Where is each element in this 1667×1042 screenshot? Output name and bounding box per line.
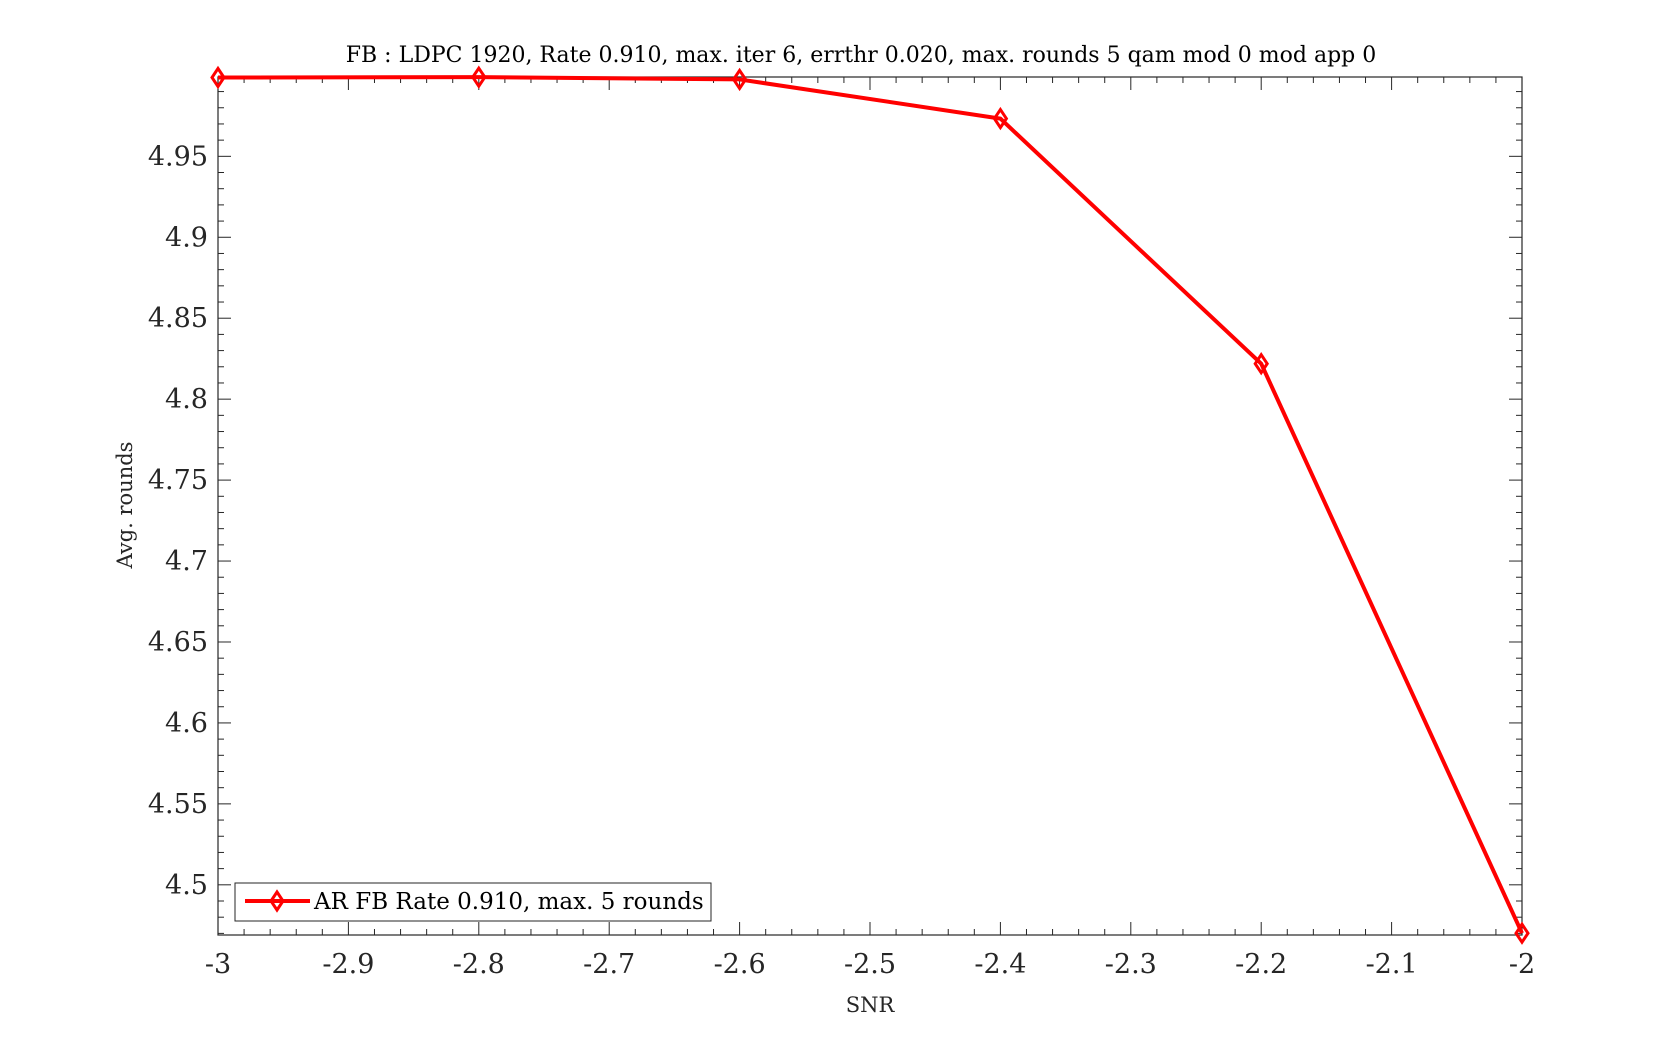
data-point-marker bbox=[1253, 351, 1270, 376]
axis-ticks bbox=[217, 77, 1523, 935]
data-point-marker bbox=[210, 65, 226, 90]
y-tick-labels: 4.5 4.55 4.6 4.65 4.7 4.75 4.8 4.85 4.9 4.95 bbox=[148, 141, 208, 900]
x-tick-label: -2.7 bbox=[583, 949, 635, 980]
y-axis-label: Avg. rounds bbox=[113, 442, 137, 570]
x-tick-label: -2.1 bbox=[1366, 949, 1418, 980]
legend: AR FB Rate 0.910, max. 5 rounds bbox=[234, 882, 712, 922]
series-line bbox=[217, 75, 1524, 935]
legend-box bbox=[234, 882, 712, 922]
x-tick-label: -3 bbox=[205, 949, 231, 980]
y-tick-label: 4.85 bbox=[148, 303, 208, 334]
x-tick-label: -2.2 bbox=[1235, 949, 1287, 980]
data-point-marker bbox=[992, 106, 1009, 131]
y-tick-label: 4.8 bbox=[165, 384, 208, 415]
legend-marker-diamond bbox=[269, 889, 285, 913]
y-tick-label: 4.95 bbox=[148, 141, 208, 172]
x-tick-label: -2.5 bbox=[844, 949, 896, 980]
y-tick-label: 4.7 bbox=[165, 546, 208, 577]
y-tick-label: 4.5 bbox=[165, 870, 208, 901]
chart-title: FB : LDPC 1920, Rate 0.910, max. iter 6,… bbox=[346, 43, 1377, 68]
x-tick-label: -2.8 bbox=[453, 949, 505, 980]
x-axis-label: SNR bbox=[846, 993, 896, 1017]
legend-entry-label: AR FB Rate 0.910, max. 5 rounds bbox=[313, 889, 704, 915]
data-point-marker bbox=[470, 65, 487, 89]
plot-area bbox=[217, 76, 1523, 936]
x-tick-labels: -3 -2.9 -2.8 -2.7 -2.6 -2.5 -2.4 -2.3 -2.2 -2.1 -2 bbox=[205, 949, 1535, 980]
y-tick-label: 4.55 bbox=[148, 789, 208, 820]
y-tick-label: 4.75 bbox=[148, 465, 208, 496]
x-tick-label: -2.4 bbox=[974, 949, 1026, 980]
data-point-marker bbox=[731, 67, 748, 92]
y-tick-label: 4.9 bbox=[165, 222, 208, 253]
x-tick-label: -2 bbox=[1509, 949, 1535, 980]
y-tick-label: 4.6 bbox=[165, 708, 208, 739]
x-tick-label: -2.3 bbox=[1105, 949, 1157, 980]
x-tick-label: -2.6 bbox=[714, 949, 766, 980]
y-tick-label: 4.65 bbox=[148, 627, 208, 658]
data-point-marker bbox=[1514, 921, 1530, 945]
x-tick-label: -2.9 bbox=[322, 949, 374, 980]
series-layer bbox=[210, 65, 1530, 945]
